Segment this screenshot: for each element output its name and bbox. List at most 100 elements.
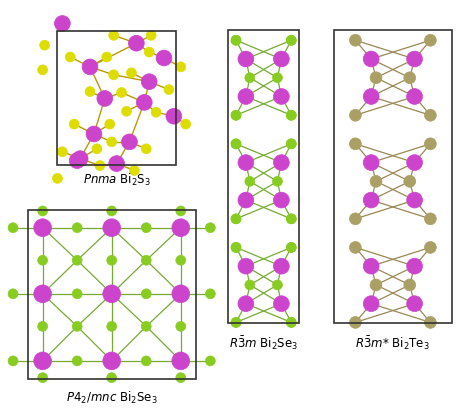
Circle shape (72, 289, 82, 299)
Circle shape (404, 279, 416, 291)
Circle shape (38, 322, 47, 332)
Circle shape (34, 352, 52, 370)
Circle shape (151, 108, 161, 118)
Circle shape (363, 259, 379, 274)
Circle shape (245, 74, 255, 83)
Circle shape (273, 259, 289, 274)
Circle shape (407, 296, 422, 312)
Circle shape (407, 155, 422, 171)
Circle shape (286, 36, 296, 46)
Circle shape (273, 193, 289, 209)
Circle shape (34, 219, 52, 237)
Circle shape (238, 259, 254, 274)
Circle shape (107, 138, 117, 147)
Text: $R\bar{3}m$* Bi$_2$Te$_3$: $R\bar{3}m$* Bi$_2$Te$_3$ (356, 333, 430, 351)
Circle shape (141, 256, 151, 266)
Circle shape (286, 318, 296, 328)
Circle shape (424, 139, 436, 150)
Circle shape (105, 120, 115, 130)
Circle shape (349, 214, 361, 225)
Circle shape (273, 52, 289, 68)
Text: $\it{P}$4$_2$/$\it{mnc}$ Bi$_2$Se$_3$: $\it{P}$4$_2$/$\it{mnc}$ Bi$_2$Se$_3$ (66, 389, 157, 405)
Circle shape (273, 155, 289, 171)
Circle shape (8, 289, 18, 299)
Circle shape (82, 60, 98, 76)
Circle shape (407, 52, 422, 68)
Circle shape (109, 31, 118, 41)
Circle shape (286, 243, 296, 253)
Circle shape (34, 285, 52, 303)
Circle shape (205, 223, 215, 233)
Circle shape (363, 296, 379, 312)
Circle shape (424, 35, 436, 47)
Circle shape (95, 161, 105, 171)
Circle shape (141, 145, 151, 154)
Circle shape (141, 356, 151, 366)
Circle shape (38, 206, 47, 216)
Circle shape (181, 120, 191, 130)
Circle shape (141, 75, 157, 90)
Circle shape (231, 214, 241, 224)
Bar (228, 31, 299, 324)
Circle shape (238, 155, 254, 171)
Circle shape (404, 176, 416, 188)
Circle shape (92, 145, 102, 154)
Circle shape (103, 219, 120, 237)
Circle shape (363, 193, 379, 209)
Circle shape (176, 63, 186, 73)
Circle shape (424, 317, 436, 328)
Circle shape (407, 89, 422, 105)
Circle shape (273, 177, 283, 187)
Circle shape (176, 256, 186, 266)
Circle shape (121, 135, 137, 150)
Circle shape (103, 352, 120, 370)
Circle shape (231, 140, 241, 150)
Circle shape (53, 174, 63, 184)
Circle shape (72, 223, 82, 233)
Circle shape (286, 214, 296, 224)
Circle shape (238, 89, 254, 105)
Circle shape (72, 356, 82, 366)
Circle shape (107, 373, 117, 383)
Circle shape (107, 256, 117, 266)
Text: $R\bar{3}m$ Bi$_2$Se$_3$: $R\bar{3}m$ Bi$_2$Se$_3$ (229, 333, 298, 351)
Circle shape (407, 193, 422, 209)
Circle shape (117, 88, 127, 98)
Circle shape (286, 318, 296, 328)
Circle shape (404, 73, 416, 85)
Circle shape (38, 66, 47, 76)
Circle shape (164, 85, 174, 95)
Circle shape (129, 166, 139, 176)
Circle shape (286, 140, 296, 150)
Circle shape (231, 36, 241, 46)
Circle shape (166, 109, 182, 125)
Circle shape (349, 110, 361, 122)
Circle shape (176, 373, 186, 383)
Circle shape (231, 36, 241, 46)
Circle shape (172, 219, 190, 237)
Circle shape (286, 140, 296, 150)
Circle shape (144, 48, 154, 58)
Circle shape (85, 88, 95, 97)
Circle shape (424, 242, 436, 254)
Circle shape (109, 156, 125, 172)
Circle shape (245, 280, 255, 290)
Circle shape (72, 152, 88, 167)
Bar (334, 31, 452, 324)
Circle shape (231, 111, 241, 121)
Circle shape (102, 53, 112, 63)
Circle shape (231, 140, 241, 150)
Circle shape (370, 279, 382, 291)
Circle shape (121, 107, 131, 117)
Circle shape (286, 111, 296, 121)
Circle shape (156, 51, 172, 67)
Circle shape (8, 223, 18, 233)
Circle shape (97, 91, 113, 107)
Circle shape (349, 317, 361, 328)
Circle shape (205, 289, 215, 299)
Circle shape (231, 243, 241, 253)
Circle shape (286, 214, 296, 224)
Circle shape (231, 111, 241, 121)
Circle shape (231, 214, 241, 224)
Circle shape (273, 89, 289, 105)
